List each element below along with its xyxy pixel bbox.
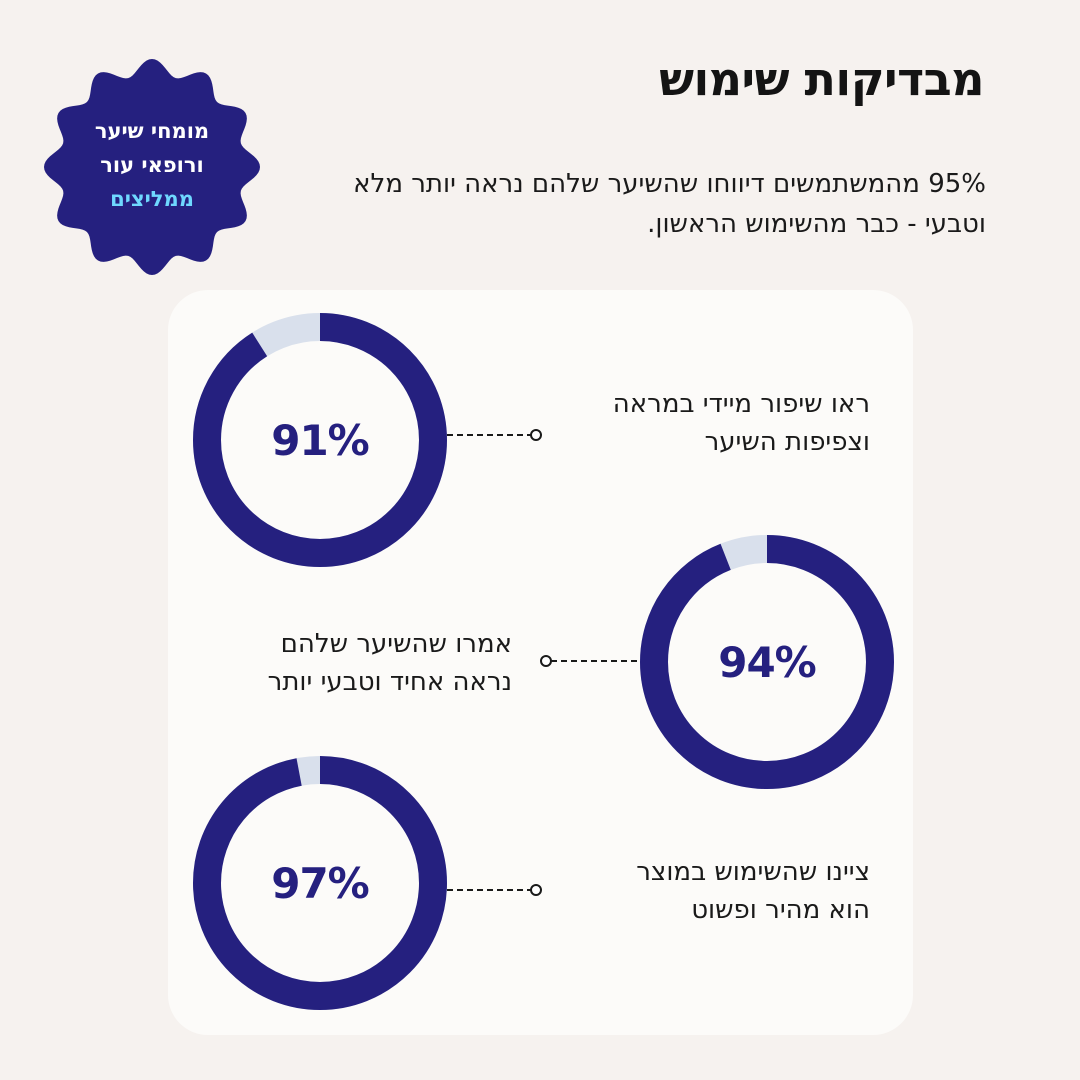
connector-line-1 bbox=[447, 429, 542, 441]
stat-line: הוא מהיר ופשוט bbox=[691, 895, 870, 925]
stat-description-3: ציינו שהשימוש במוצר הוא מהיר ופשוט bbox=[510, 853, 870, 929]
badge-line-recommend: ממליצים bbox=[110, 187, 194, 211]
ring-fill bbox=[193, 313, 447, 567]
stat-line: ציינו שהשימוש במוצר bbox=[636, 857, 870, 887]
progress-ring-1: 91% bbox=[193, 313, 447, 567]
progress-ring-3: 97% bbox=[193, 756, 447, 1010]
progress-ring-2: 94% bbox=[640, 535, 894, 789]
connector-line-2 bbox=[540, 655, 640, 667]
stat-line: נראה אחיד וטבעי יותר bbox=[267, 667, 512, 697]
ring-fill bbox=[193, 756, 447, 1010]
stat-description-2: אמרו שהשיער שלהם נראה אחיד וטבעי יותר bbox=[152, 625, 512, 701]
stat-line: אמרו שהשיער שלהם bbox=[280, 629, 512, 659]
page-title: מבדיקות שימוש bbox=[659, 52, 984, 106]
stat-percent: 94% bbox=[718, 637, 817, 687]
stat-percent: 97% bbox=[271, 858, 370, 908]
ring-fill bbox=[640, 535, 894, 789]
stat-line: וצפיפות השיער bbox=[704, 427, 870, 457]
stat-line: ראו שיפור מיידי במראה bbox=[612, 389, 870, 419]
intro-text: 95% מהמשתמשים דיווחו שהשיער שלהם נראה יו… bbox=[353, 169, 986, 239]
badge-line-experts: מומחי שיער bbox=[94, 119, 210, 143]
stat-percent: 91% bbox=[271, 415, 370, 465]
badge-line-dermatologists: ורופאי עור bbox=[100, 153, 204, 177]
recommendation-badge: מומחי שיער ורופאי עור ממליצים bbox=[37, 59, 267, 275]
stat-description-1: ראו שיפור מיידי במראה וצפיפות השיער bbox=[510, 385, 870, 461]
badge-seal-shape bbox=[44, 59, 260, 275]
connector-line-3 bbox=[447, 884, 542, 896]
